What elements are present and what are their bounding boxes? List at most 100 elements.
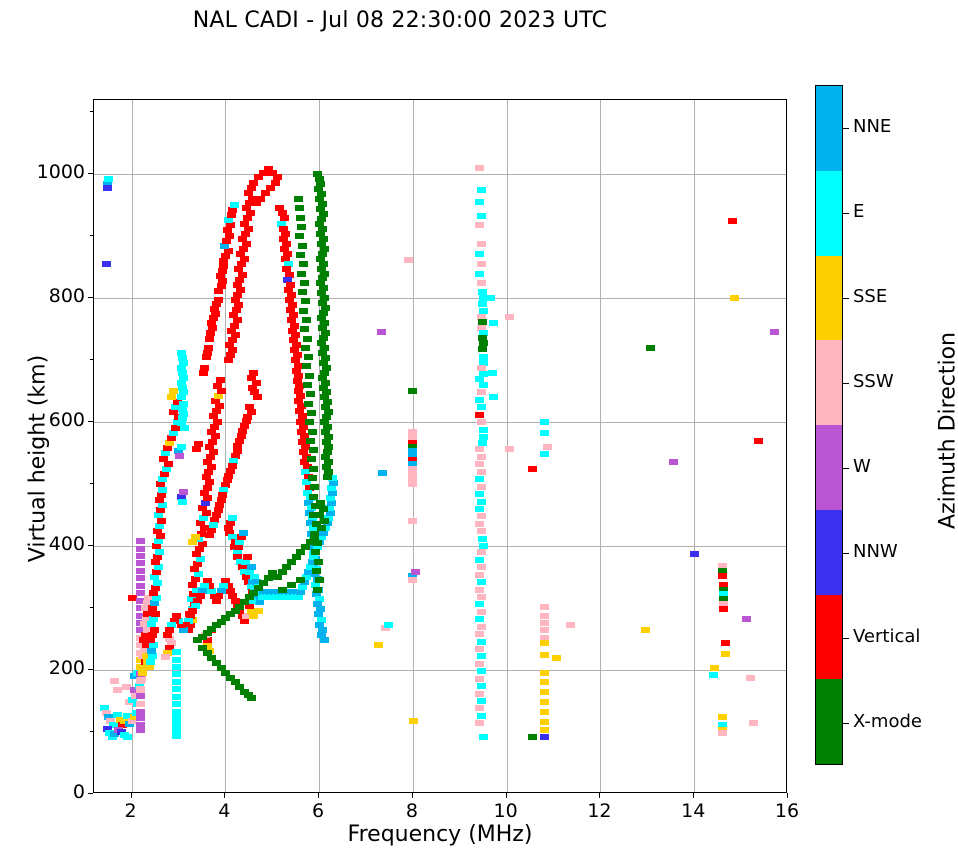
echo-point: [285, 297, 295, 304]
echo-point: [254, 607, 264, 614]
echo-point: [180, 425, 190, 432]
echo-point: [407, 572, 417, 579]
echo-point: [157, 502, 167, 509]
colorbar-segment-x-mode[interactable]: [816, 679, 842, 764]
echo-point: [411, 569, 421, 576]
echo-point: [220, 242, 230, 249]
echo-point: [407, 457, 417, 463]
echo-point: [302, 489, 312, 496]
echo-point: [179, 359, 189, 366]
y-tick-minor: [90, 235, 93, 237]
echo-point: [243, 225, 253, 232]
echo-point: [165, 440, 175, 447]
echo-point: [316, 215, 326, 222]
echo-point: [320, 329, 330, 336]
colorbar-tick: [843, 383, 849, 384]
echo-point: [488, 394, 498, 401]
echo-point: [214, 287, 224, 294]
x-tick: [411, 793, 413, 798]
echo-point: [135, 560, 145, 567]
echo-point: [154, 496, 164, 503]
echo-point: [291, 367, 301, 374]
echo-point: [305, 520, 315, 527]
echo-point: [172, 671, 182, 678]
echo-point: [476, 698, 486, 705]
echo-point: [129, 673, 139, 680]
echo-point: [312, 567, 322, 574]
echo-point: [317, 325, 327, 332]
echo-point: [217, 268, 227, 275]
colorbar-segment-sse[interactable]: [816, 255, 842, 341]
plot-area[interactable]: [93, 99, 787, 793]
y-tick: [88, 545, 93, 547]
echo-point: [135, 689, 145, 696]
echo-point: [202, 484, 212, 491]
echo-point: [246, 564, 256, 571]
echo-point: [319, 270, 329, 277]
echo-point: [228, 207, 238, 214]
echo-point: [172, 686, 182, 693]
echo-point: [131, 693, 141, 700]
echo-point: [246, 408, 256, 415]
colorbar-segment-w[interactable]: [816, 425, 842, 510]
echo-point: [210, 423, 220, 430]
echo-point: [216, 497, 226, 504]
echo-point: [475, 461, 485, 468]
echo-point: [127, 595, 137, 602]
echo-point: [179, 410, 189, 417]
colorbar[interactable]: [815, 85, 843, 765]
echo-point: [225, 529, 235, 536]
echo-point: [135, 721, 145, 728]
echo-point: [212, 382, 222, 389]
echo-point: [161, 654, 171, 661]
echo-point: [727, 217, 737, 224]
echo-point: [138, 636, 148, 643]
colorbar-segment-vertical[interactable]: [816, 594, 842, 680]
echo-point: [189, 591, 199, 598]
y-tick-minor: [90, 359, 93, 361]
x-tick: [318, 793, 320, 798]
echo-point: [287, 302, 297, 309]
echo-point: [238, 564, 248, 571]
echo-point: [301, 363, 311, 370]
echo-point: [199, 489, 209, 496]
echo-point: [286, 559, 296, 566]
echo-point: [174, 617, 184, 624]
echo-point: [719, 591, 729, 598]
x-tick-label: 10: [493, 800, 518, 822]
echo-point: [210, 433, 220, 440]
echo-point: [407, 466, 417, 473]
echo-point: [122, 733, 132, 740]
y-tick: [88, 297, 93, 299]
echo-point: [540, 679, 550, 686]
echo-point: [244, 403, 254, 410]
x-tick: [787, 793, 788, 798]
echo-point: [215, 272, 225, 279]
y-tick-label: 1000: [36, 161, 85, 184]
echo-point: [232, 447, 242, 454]
colorbar-tick: [843, 553, 849, 554]
echo-point: [319, 344, 329, 351]
echo-point: [223, 227, 233, 234]
echo-point: [316, 499, 326, 506]
echo-point: [307, 428, 317, 435]
echo-point: [178, 415, 188, 422]
echo-point: [193, 561, 203, 568]
echo-point: [135, 553, 145, 560]
colorbar-segment-nne[interactable]: [816, 86, 842, 171]
echo-point: [296, 588, 306, 595]
colorbar-label-nne: NNE: [853, 116, 892, 137]
colorbar-segment-e[interactable]: [816, 170, 842, 256]
echo-point: [407, 476, 417, 483]
echo-point: [475, 660, 485, 667]
colorbar-segment-ssw[interactable]: [816, 340, 842, 425]
echo-point: [324, 514, 334, 521]
echo-point: [275, 205, 285, 212]
colorbar-segment-nnw[interactable]: [816, 509, 842, 595]
echo-point: [255, 598, 265, 605]
echo-point: [277, 569, 287, 576]
echo-point: [476, 404, 486, 411]
echo-point: [302, 382, 312, 389]
y-tick-minor: [90, 483, 93, 485]
echo-point: [176, 349, 186, 356]
